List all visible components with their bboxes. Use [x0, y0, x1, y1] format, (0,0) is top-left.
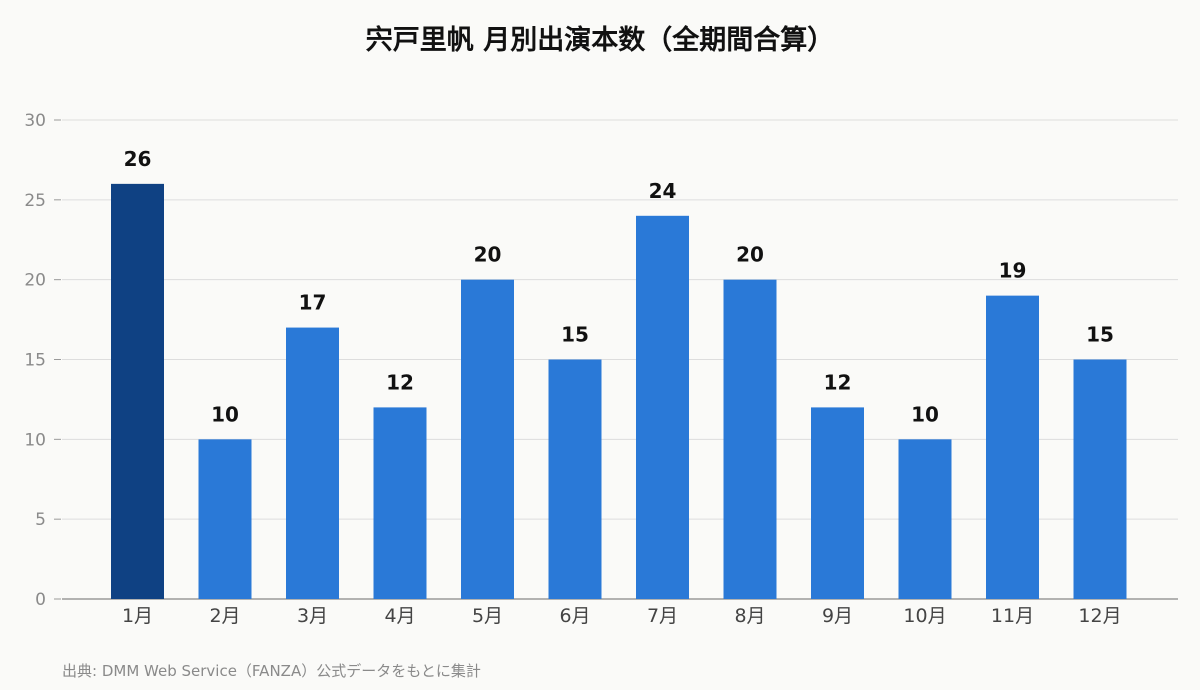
- data-label: 26: [124, 147, 152, 171]
- x-tick-label: 3月: [297, 605, 328, 627]
- x-tick-label: 6月: [559, 605, 590, 627]
- y-tick-label: 15: [24, 351, 46, 371]
- y-tick-label: 20: [24, 271, 46, 291]
- y-tick-label: 25: [24, 191, 46, 211]
- data-label: 15: [1086, 323, 1114, 347]
- y-tick-label: 5: [35, 510, 46, 530]
- bar: [811, 407, 864, 599]
- bar: [723, 279, 777, 599]
- data-label: 10: [211, 402, 239, 426]
- data-label: 15: [561, 323, 589, 347]
- data-label: 12: [824, 370, 852, 394]
- x-tick-label: 1月: [122, 605, 153, 627]
- x-tick-label: 4月: [384, 605, 415, 627]
- data-label: 20: [474, 243, 502, 267]
- bar: [548, 359, 602, 599]
- data-label: 17: [299, 291, 327, 315]
- bar: [898, 439, 952, 599]
- x-tick-label: 5月: [472, 605, 503, 627]
- bar: [198, 439, 252, 599]
- bar: [286, 327, 339, 599]
- x-tick-label: 12月: [1078, 605, 1121, 627]
- x-tick-label: 2月: [209, 605, 240, 627]
- bar: [1073, 359, 1127, 599]
- bar: [461, 279, 514, 599]
- bar: [373, 407, 427, 599]
- x-tick-label: 8月: [734, 605, 765, 627]
- source-note: 出典: DMM Web Service（FANZA）公式データをもとに集計: [62, 662, 481, 680]
- y-tick-label: 30: [24, 111, 46, 131]
- data-label: 24: [649, 179, 677, 203]
- bar: [986, 295, 1039, 599]
- bar: [111, 183, 164, 599]
- x-tick-label: 11月: [991, 605, 1034, 627]
- bar: [636, 215, 689, 600]
- y-tick-label: 0: [35, 590, 46, 610]
- x-tick-label: 10月: [903, 605, 946, 627]
- y-tick-label: 10: [24, 430, 46, 450]
- chart-title: 宍戸里帆 月別出演本数（全期間合算）: [365, 25, 835, 56]
- data-label: 19: [999, 259, 1027, 283]
- x-tick-label: 9月: [822, 605, 853, 627]
- data-label: 20: [736, 243, 764, 267]
- x-tick-label: 7月: [647, 605, 678, 627]
- data-label: 12: [386, 370, 414, 394]
- data-label: 10: [911, 402, 939, 426]
